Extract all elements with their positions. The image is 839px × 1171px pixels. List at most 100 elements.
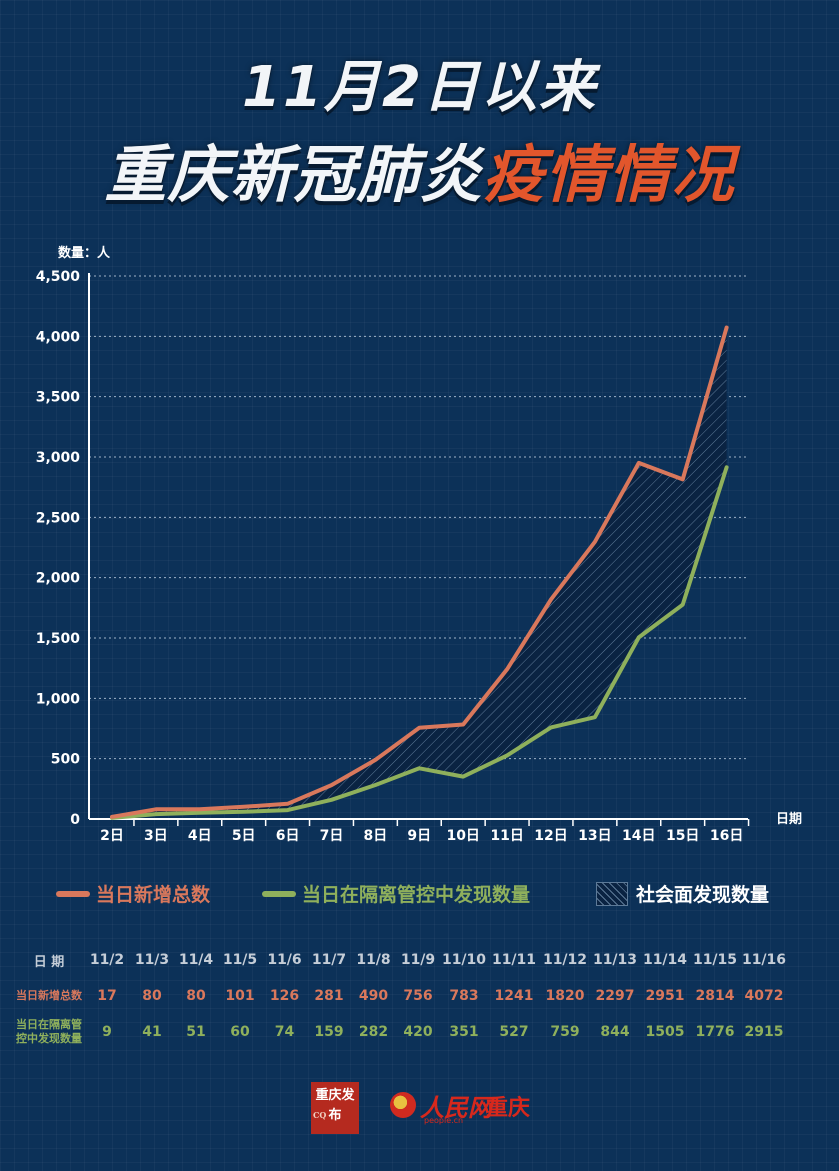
x-tick-label: 6日 — [276, 828, 300, 844]
table-cell: 51 — [186, 1024, 206, 1040]
legend-item-isolated: 当日在隔离管控中发现数量 — [262, 880, 530, 907]
series-line-isolated — [110, 465, 729, 820]
x-tick-label: 4日 — [188, 828, 212, 844]
y-tick-label: 4,500 — [36, 269, 81, 285]
table-cell: 41 — [142, 1024, 162, 1040]
table-cell: 11/13 — [592, 952, 638, 968]
x-tick-label: 11日 — [490, 828, 523, 844]
legend-label-community: 社会面发现数量 — [636, 884, 770, 906]
table-cell: 11/9 — [400, 952, 436, 968]
table-cell: 74 — [274, 1024, 295, 1040]
table-cell: 11/3 — [134, 952, 170, 968]
table-cell: 126 — [269, 988, 300, 1004]
table-cell: 1776 — [695, 1024, 735, 1040]
table-cell: 844 — [600, 1024, 630, 1040]
chongqing-text-logo: 重庆 — [486, 1096, 531, 1121]
table-row-dates: 日 期 11/2 11/3 11/4 11/5 11/6 11/7 11/8 1… — [14, 942, 788, 978]
table-cell: 2951 — [645, 988, 685, 1004]
y-tick-label: 2,000 — [36, 571, 81, 587]
title-line-1: 11月2日以来 — [242, 55, 597, 120]
table-cell: 490 — [358, 988, 389, 1004]
footer-logos: 重庆发布 CQ 人民网 people.cn 重庆 — [0, 1082, 839, 1138]
table-cell: 11/16 — [741, 952, 787, 968]
legend-label-isolated: 当日在隔离管控中发现数量 — [302, 884, 531, 906]
axis-ticks: 0 500 1,000 1,500 2,000 2,500 3,000 3,500 4,000 4… — [36, 269, 750, 844]
table-cell: 4072 — [744, 988, 784, 1004]
x-tick-label: 15日 — [666, 828, 699, 844]
y-tick-label: 2,500 — [36, 510, 81, 526]
x-tick-label: 12日 — [534, 828, 567, 844]
x-tick-label: 2日 — [100, 828, 124, 844]
table-cell: 11/12 — [542, 952, 588, 968]
table-cell: 11/15 — [692, 952, 738, 968]
table-cell: 101 — [225, 988, 255, 1004]
table-cell: 783 — [449, 988, 479, 1004]
y-tick-label: 3,000 — [36, 450, 81, 466]
table-cell: 9 — [102, 1024, 112, 1040]
legend-swatch-total — [56, 890, 90, 897]
people-cn-logo-icon — [390, 1092, 416, 1118]
table-cell: 282 — [358, 1024, 389, 1040]
y-tick-label: 3,500 — [36, 390, 81, 406]
table-cell: 281 — [314, 988, 344, 1004]
data-table: 日 期 11/2 11/3 11/4 11/5 11/6 11/7 11/8 1… — [14, 942, 788, 1050]
table-cell: 159 — [314, 1024, 344, 1040]
table-cell: 11/14 — [642, 952, 688, 968]
x-tick-label: 8日 — [364, 828, 388, 844]
title-line-2: 重庆新冠肺炎疫情情况 — [0, 124, 839, 214]
y-tick-label: 1,500 — [36, 631, 81, 647]
table-cell: 2814 — [695, 988, 735, 1004]
table-cell: 351 — [449, 1024, 479, 1040]
x-tick-label: 9日 — [407, 828, 431, 844]
table-row-label-total: 当日新增总数 — [16, 989, 82, 1002]
table-row-total: 当日新增总数 17 80 80 101 126 281 490 756 783 … — [14, 978, 788, 1014]
x-tick-label: 3日 — [144, 828, 168, 844]
table-cell: 756 — [403, 988, 433, 1004]
table-cell: 2297 — [595, 988, 635, 1004]
title-white-part: 重庆新冠肺炎 — [104, 138, 483, 211]
table-row-label-isolated: 当日在隔离管 控中发现数量 — [14, 1014, 84, 1050]
x-tick-label: 14日 — [622, 828, 655, 844]
x-tick-label: 7日 — [320, 828, 344, 844]
logo1-text: 重庆发布 — [315, 1088, 355, 1123]
row-label-part: 控中发现数量 — [16, 1032, 82, 1045]
x-tick-label: 13日 — [578, 828, 611, 844]
legend-swatch-community — [596, 881, 628, 906]
table-cell: 11/5 — [222, 952, 258, 968]
legend-label-total: 当日新增总数 — [96, 884, 211, 906]
table-cell: 11/2 — [89, 952, 125, 968]
table-cell: 420 — [403, 1024, 433, 1040]
people-cn-logo-sub: people.cn — [424, 1116, 464, 1125]
table-cell: 11/7 — [311, 952, 347, 968]
table-header-label: 日 期 — [33, 954, 65, 970]
y-axis-label: 数量：人 — [58, 245, 111, 261]
table-cell: 80 — [142, 988, 162, 1004]
table-cell: 1505 — [645, 1024, 685, 1040]
y-tick-label: 1,000 — [36, 691, 81, 707]
table-cell: 11/4 — [178, 952, 214, 968]
table-cell: 527 — [499, 1024, 529, 1040]
y-tick-label: 500 — [51, 752, 80, 768]
table-cell: 80 — [186, 988, 206, 1004]
y-tick-label: 0 — [70, 812, 80, 828]
x-tick-label: 10日 — [446, 828, 479, 844]
series-line-total — [110, 325, 729, 819]
table-cell: 11/11 — [491, 952, 537, 968]
table-cell: 2915 — [744, 1024, 784, 1040]
chart-legend: 当日新增总数 当日在隔离管控中发现数量 社会面发现数量 — [0, 880, 839, 910]
x-tick-label: 16日 — [710, 828, 743, 844]
table-cell: 17 — [97, 988, 117, 1004]
table-cell: 759 — [550, 1024, 580, 1040]
people-cn-logo-text: 人民网 — [420, 1093, 492, 1122]
legend-swatch-isolated — [262, 890, 296, 897]
community-area — [112, 327, 727, 818]
table-cell: 11/6 — [267, 952, 302, 968]
x-tick-label: 5日 — [232, 828, 256, 844]
table-cell: 1241 — [494, 988, 534, 1004]
line-chart: 0 500 1,000 1,500 2,000 2,500 3,000 3,500 4,000 4… — [36, 245, 802, 844]
x-axis-label: 日期 — [776, 812, 802, 827]
chongqing-release-logo: 重庆发布 CQ — [311, 1082, 359, 1134]
title-highlight-part: 疫情情况 — [482, 138, 735, 211]
table-cell: 1820 — [545, 988, 585, 1004]
table-cell: 11/10 — [441, 952, 487, 968]
